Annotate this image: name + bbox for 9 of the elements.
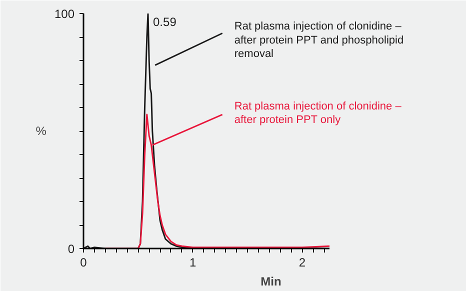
annotation: 0.59 (153, 15, 177, 29)
x-axis-title: Min (260, 274, 282, 288)
y-tick-label: 100 (54, 7, 75, 21)
text: Rat plasma injection of clonidine – after protein PPT only (234, 100, 402, 126)
x-tick-label: 2 (298, 256, 306, 270)
x-tick-label: 1 (189, 256, 196, 270)
x-tick-label: 0 (80, 256, 88, 270)
y-axis-title: % (36, 124, 47, 138)
text: Rat plasma injection of clonidine – after protein PPT and phospholipid removal (234, 20, 404, 60)
